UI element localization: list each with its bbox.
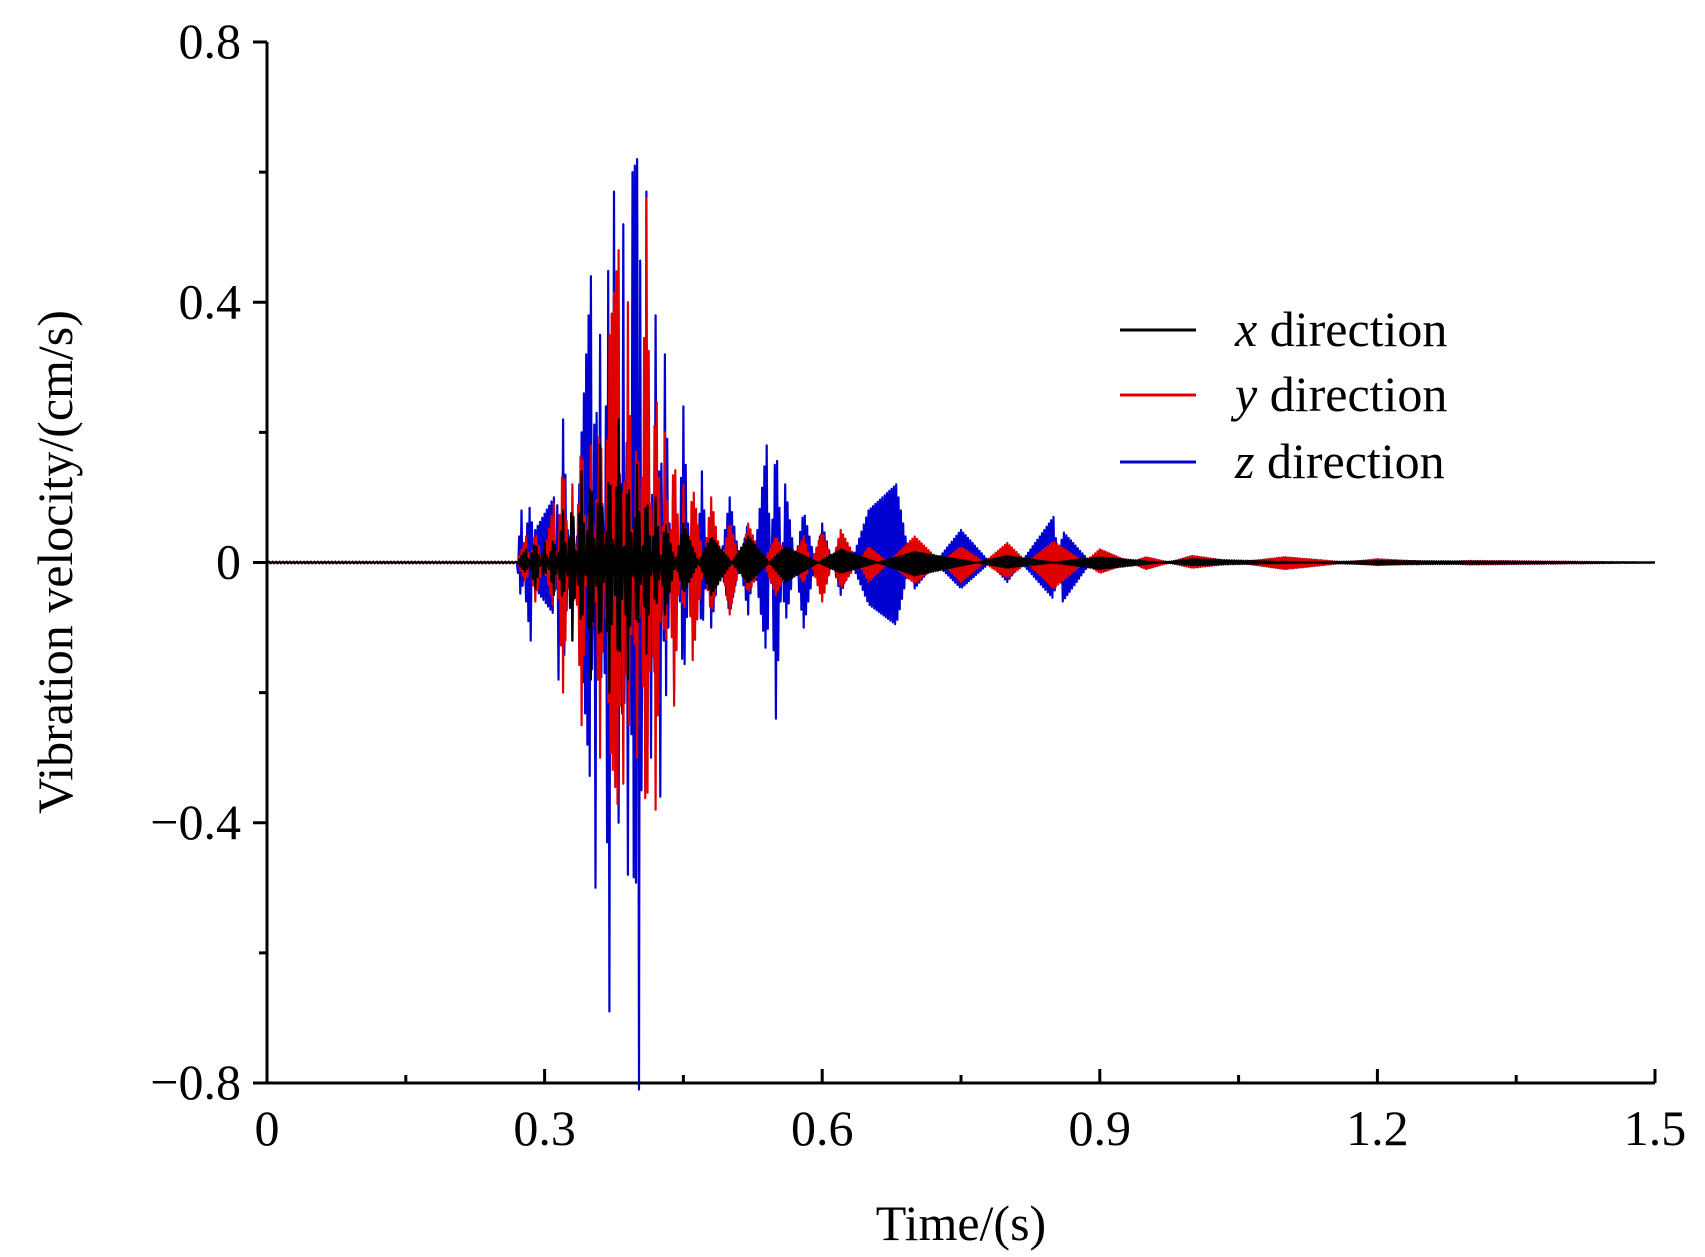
legend-suffix: direction xyxy=(1257,366,1447,422)
y-axis-title: Vibration velocity/(cm/s) xyxy=(27,310,83,814)
legend-suffix: direction xyxy=(1254,433,1444,489)
legend-label-x: x direction xyxy=(1234,301,1447,357)
y-tick-label: 0 xyxy=(216,534,241,590)
x-tick-label: 0.6 xyxy=(791,1100,854,1156)
legend-suffix: direction xyxy=(1257,301,1447,357)
x-tick-label: 0.9 xyxy=(1069,1100,1132,1156)
y-tick-label: 0.4 xyxy=(179,273,242,329)
ticks: 0 0.3 0.6 0.9 1.2 1.5 −0.8 −0.4 0 0.4 0.8 xyxy=(150,13,1686,1156)
legend-variable: x xyxy=(1234,301,1257,357)
x-tick-label: 1.2 xyxy=(1346,1100,1409,1156)
y-tick-label: −0.4 xyxy=(150,794,241,850)
x-tick-label: 1.5 xyxy=(1624,1100,1687,1156)
series-line-y-direction xyxy=(266,197,1655,811)
legend-label-y: y direction xyxy=(1230,366,1447,422)
legend-variable: z xyxy=(1234,433,1254,489)
series-line-z-direction xyxy=(266,158,1655,1091)
y-tick-label: 0.8 xyxy=(179,13,242,69)
series-line-x-direction xyxy=(266,418,1655,694)
y-tick-label: −0.8 xyxy=(150,1054,241,1110)
legend-variable: y xyxy=(1230,366,1258,422)
legend-label-z: z direction xyxy=(1234,433,1445,489)
x-tick-label: 0 xyxy=(255,1100,280,1156)
x-tick-label: 0.3 xyxy=(513,1100,576,1156)
series-layer xyxy=(266,158,1655,1091)
x-axis-title: Time/(s) xyxy=(876,1195,1046,1251)
